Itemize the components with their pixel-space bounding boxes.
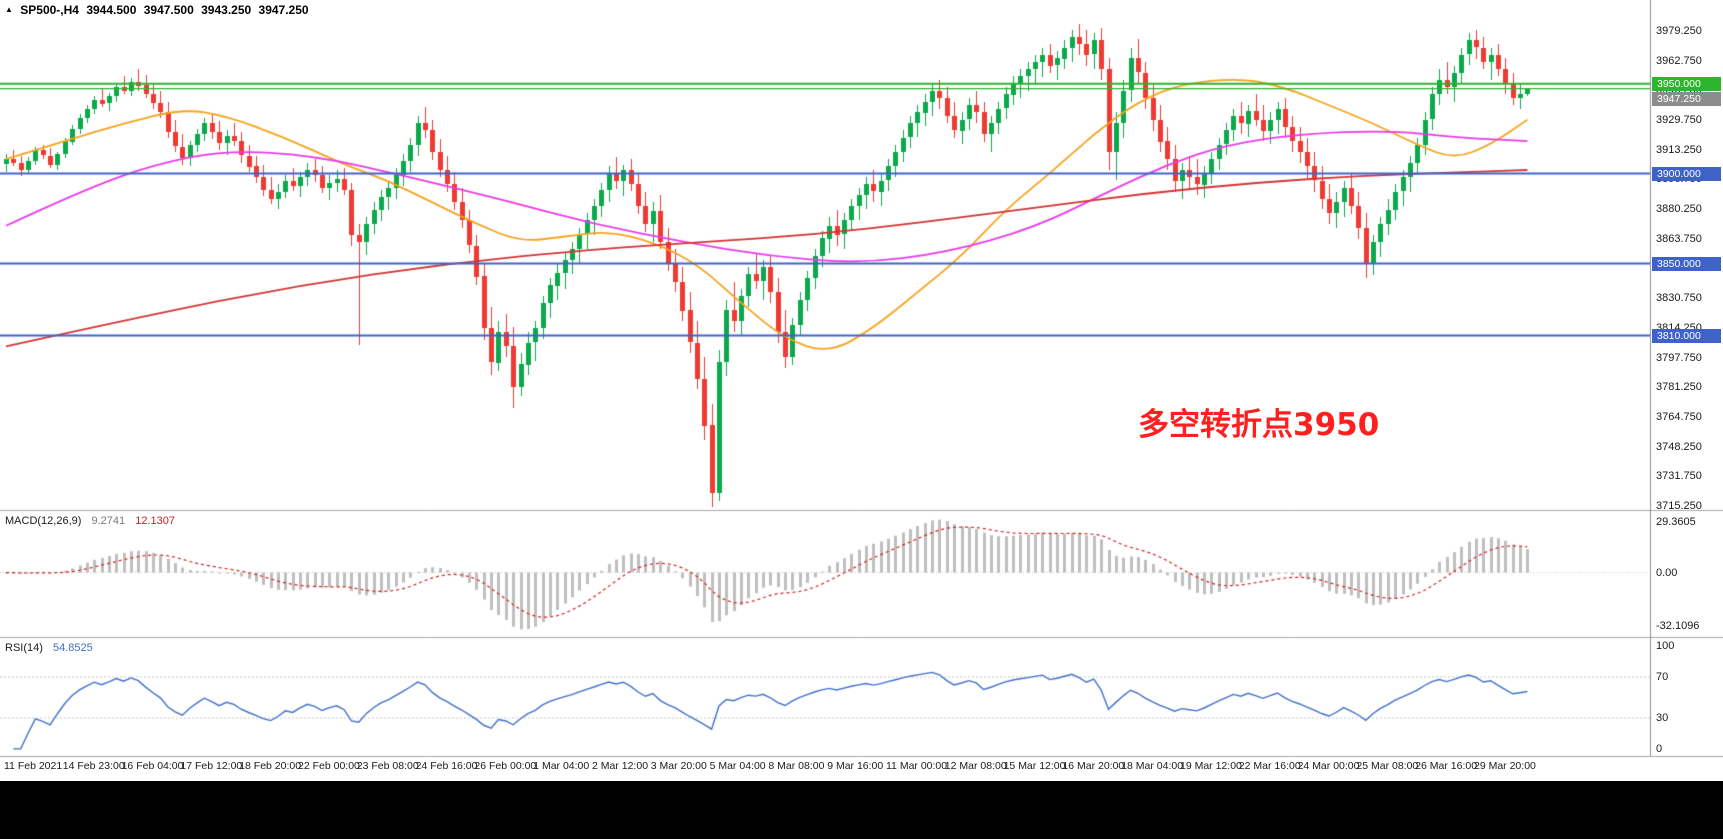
time-axis-label: 3 Mar 20:00: [650, 760, 707, 772]
chart-canvas[interactable]: [0, 0, 1723, 781]
macd-name: MACD(12,26,9): [5, 515, 82, 527]
price-axis-label: 3913.250: [1656, 143, 1702, 156]
time-axis-label: 11 Feb 2021: [4, 760, 63, 772]
price-axis-label: 3797.750: [1656, 351, 1702, 364]
time-axis-label: 18 Feb 20:00: [239, 760, 302, 772]
time-axis-label: 17 Feb 12:00: [180, 760, 243, 772]
time-axis-label: 15 Mar 12:00: [1003, 760, 1066, 772]
chart-stack: ▲ SP500-,H4 3944.500 3947.500 3943.250 3…: [0, 0, 1723, 781]
time-axis-label: 5 Mar 04:00: [709, 760, 766, 772]
current-price-tag: 3947.250: [1652, 91, 1721, 106]
rsi-axis-label: 100: [1656, 640, 1675, 653]
ohlc-high: 3947.500: [143, 3, 194, 17]
price-axis-label: 3731.750: [1656, 470, 1702, 483]
time-axis-label: 22 Feb 00:00: [298, 760, 360, 772]
price-axis-label: 3715.250: [1656, 499, 1702, 512]
price-axis-label: 3929.750: [1656, 114, 1702, 127]
time-axis-label: 11 Mar 00:00: [886, 760, 948, 772]
time-axis-label: 24 Mar 00:00: [1297, 760, 1360, 772]
chart-annotation-text[interactable]: 多空转折点3950: [1138, 407, 1380, 443]
bottom-black-bar: [0, 781, 1723, 839]
time-axis-label: 26 Mar 16:00: [1415, 760, 1478, 772]
ohlc-low: 3943.250: [201, 3, 252, 17]
rsi-axis-label: 30: [1656, 712, 1669, 725]
time-axis-label: 16 Feb 04:00: [121, 760, 184, 772]
macd-signal-value: 12.1307: [135, 515, 175, 527]
time-axis-label: 29 Mar 20:00: [1474, 760, 1536, 772]
time-axis-label: 16 Mar 20:00: [1062, 760, 1125, 772]
price-axis-label: 3830.750: [1656, 292, 1702, 305]
rsi-axis-label: 0: [1656, 742, 1663, 755]
time-axis-label: 25 Mar 08:00: [1356, 760, 1419, 772]
price-axis-label: 3764.750: [1656, 410, 1702, 423]
price-axis-label: 3863.750: [1656, 232, 1702, 245]
macd-main-value: 9.2741: [91, 515, 126, 527]
time-axis-label: 1 Mar 04:00: [533, 760, 590, 772]
symbol-label: SP500-,H4: [20, 3, 79, 17]
macd-axis-min: -32.1096: [1656, 620, 1700, 633]
ohlc-open: 3944.500: [86, 3, 137, 17]
macd-panel-label: MACD(12,26,9) 9.2741 12.1307: [5, 515, 175, 527]
time-axis-label: 9 Mar 16:00: [827, 760, 884, 772]
chart-title: ▲ SP500-,H4 3944.500 3947.500 3943.250 3…: [5, 3, 313, 17]
time-axis-label: 18 Mar 04:00: [1121, 760, 1184, 772]
rsi-panel-label: RSI(14) 54.8525: [5, 642, 93, 654]
macd-axis-max: 29.3605: [1656, 515, 1696, 528]
level-price-tag: 3900.000: [1652, 166, 1721, 181]
level-price-tag: 3850.000: [1652, 256, 1721, 271]
time-axis-label: 12 Mar 08:00: [944, 760, 1007, 772]
time-axis-label: 2 Mar 12:00: [592, 760, 649, 772]
time-axis-label: 14 Feb 23:00: [62, 760, 125, 772]
macd-axis-zero: 0.00: [1656, 566, 1678, 579]
time-axis-label: 19 Mar 12:00: [1180, 760, 1242, 772]
level-price-tag: 3810.000: [1652, 328, 1721, 343]
time-axis-label: 24 Feb 16:00: [415, 760, 478, 772]
level-price-tag: 3950.000: [1652, 76, 1721, 91]
price-axis-label: 3962.750: [1656, 54, 1702, 67]
time-axis-label: 8 Mar 08:00: [768, 760, 825, 772]
rsi-value: 54.8525: [52, 642, 93, 654]
price-axis-label: 3748.250: [1656, 440, 1702, 453]
rsi-axis-label: 70: [1656, 670, 1669, 683]
rsi-name: RSI(14): [5, 642, 43, 654]
time-axis-label: 22 Mar 16:00: [1238, 760, 1301, 772]
price-axis-label: 3880.250: [1656, 203, 1702, 216]
symbol-marker-icon: ▲: [5, 5, 13, 14]
time-axis-label: 26 Feb 00:00: [474, 760, 537, 772]
time-axis-label: 23 Feb 08:00: [356, 760, 419, 772]
price-axis-label: 3979.250: [1656, 25, 1702, 38]
price-axis-label: 3781.250: [1656, 381, 1702, 394]
chart-overlay: ▲ SP500-,H4 3944.500 3947.500 3943.250 3…: [4, 3, 1721, 772]
ohlc-close: 3947.250: [258, 3, 309, 17]
